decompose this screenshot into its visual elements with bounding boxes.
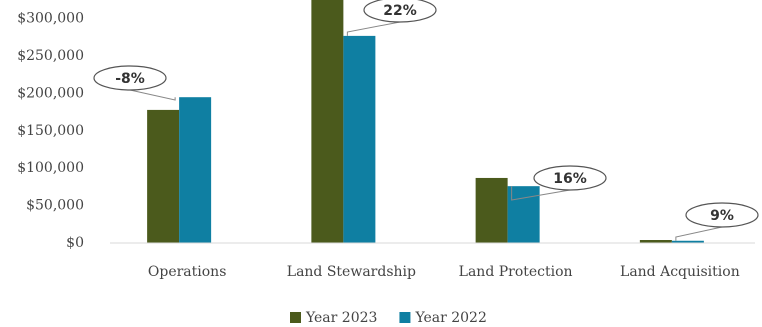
y-tick-label: $250,000 [17,48,84,64]
x-tick-label: Land Stewardship [287,264,416,280]
annotation-bubble [363,0,437,23]
y-tick-label: $100,000 [17,160,84,176]
y-tick-label: $150,000 [17,123,84,139]
x-tick-label: Operations [148,264,227,280]
annotation: 22% [383,3,417,19]
legend-swatch [290,312,301,323]
legend-label: Year 2022 [414,310,486,326]
annotation: 9% [710,208,734,224]
y-tick-label: $200,000 [17,85,84,101]
legend-swatch [399,312,411,323]
x-tick-label: Land Acquisition [620,264,740,280]
y-tick-label: $50,000 [26,198,84,214]
annotation-leader [129,89,176,101]
annotation-leader [675,226,723,241]
bar [639,240,672,243]
annotation-leader [346,21,401,36]
legend-label: Year 2023 [305,310,377,326]
x-tick-label: Land Protection [459,264,573,280]
annotation: 16% [553,171,587,187]
bar [179,97,212,243]
plot-area [147,0,704,244]
annotation-bubble [685,202,759,228]
bar [311,0,344,244]
y-tick-label: $300,000 [17,11,84,27]
annotation-bubble [93,65,167,91]
annotation-leader [511,186,571,201]
bar [343,35,376,244]
annotation: -8% [115,71,145,87]
bar [671,240,704,243]
bar [147,109,180,243]
y-tick-label: $0 [66,235,84,251]
bar [475,177,508,243]
bar [507,186,540,243]
annotation-bubble [533,165,607,191]
